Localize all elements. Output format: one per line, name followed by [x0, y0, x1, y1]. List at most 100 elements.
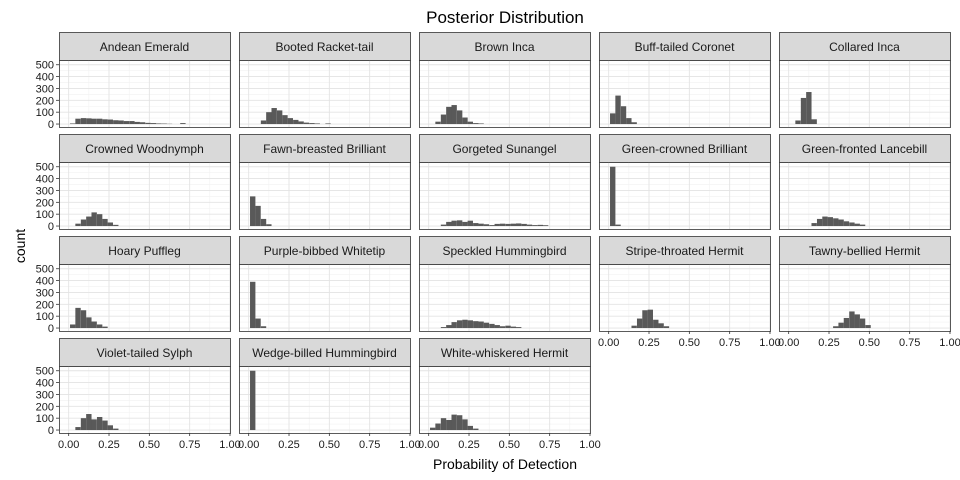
strip-label-green-crowned-brilliant: Green-crowned Brilliant — [622, 142, 748, 156]
panel-border-tawny-bellied-hermit — [779, 264, 951, 332]
histogram-bar — [80, 118, 87, 125]
histogram-bar — [478, 223, 484, 227]
histogram-bar — [462, 221, 468, 227]
x-tick-label: 0.00 — [418, 439, 439, 451]
panel-border-collared-inca — [779, 60, 951, 128]
histogram-bar — [150, 123, 157, 125]
histogram-bar — [440, 327, 447, 329]
histogram-bar — [75, 427, 81, 431]
histogram-bar — [156, 123, 162, 125]
histogram-bar — [446, 325, 452, 329]
panel-border-green-fronted-lancebill — [779, 162, 951, 230]
histogram-bar — [276, 110, 283, 125]
histogram-bar — [86, 118, 92, 125]
histogram-bar — [456, 320, 463, 329]
histogram-bar — [123, 121, 130, 125]
histogram-bar — [647, 309, 653, 329]
histogram-bar — [75, 223, 81, 227]
histogram-bar — [435, 121, 441, 125]
facet-gorgeted-sunangel: Gorgeted Sunangel — [419, 134, 591, 230]
histogram-bar — [658, 323, 664, 329]
histogram-bar — [107, 119, 113, 125]
histogram-bar — [510, 223, 517, 227]
y-tick-label: 500 — [36, 366, 54, 378]
histogram-bar — [610, 166, 616, 227]
histogram-bar — [145, 122, 151, 125]
y-tick-label: 100 — [36, 107, 54, 119]
histogram-bar — [430, 427, 436, 431]
histogram-bar — [833, 326, 839, 329]
facet-wedge-billed-hummingbird: Wedge-billed Hummingbird — [239, 338, 411, 434]
histogram-bar — [489, 323, 495, 329]
histogram-bar — [800, 97, 807, 125]
panel-border-hoary-puffleg — [59, 264, 231, 332]
facet-purple-bibbed-whitetip: Purple-bibbed Whitetip — [239, 236, 411, 332]
strip-label-wedge-billed-hummingbird: Wedge-billed Hummingbird — [252, 346, 397, 360]
facet-crowned-woodnymph: Crowned Woodnymph — [59, 134, 231, 230]
histogram-bar — [626, 118, 632, 125]
x-tick-label: 0.75 — [539, 439, 560, 451]
histogram-bar — [494, 223, 500, 227]
x-tick-label: 0.00 — [238, 439, 259, 451]
histogram-bar — [467, 220, 473, 227]
histogram-bar — [91, 212, 97, 227]
histogram-bar — [653, 319, 659, 329]
histogram-bar — [827, 217, 833, 227]
histogram-bar — [91, 118, 97, 125]
x-tick-label: 0.25 — [818, 337, 839, 349]
x-tick-label: 0.75 — [719, 337, 740, 349]
strip-violet-tailed-sylph — [59, 338, 231, 367]
strip-crowned-woodnymph — [59, 134, 231, 163]
y-tick-label: 200 — [36, 299, 54, 311]
histogram-bar — [854, 223, 860, 227]
histogram-bar — [451, 220, 457, 227]
strip-white-whiskered-hermit — [419, 338, 591, 367]
histogram-bar — [642, 310, 648, 329]
histogram-bar — [636, 318, 643, 329]
panel-bg-green-fronted-lancebill — [779, 162, 951, 230]
histogram-bar — [96, 214, 103, 227]
histogram-bar — [303, 122, 310, 125]
histogram-bar — [102, 218, 108, 227]
strip-collared-inca — [779, 32, 951, 61]
panel-border-buff-tailed-coronet — [599, 60, 771, 128]
y-tick-label: 100 — [36, 311, 54, 323]
y-tick-label: 300 — [36, 185, 54, 197]
x-tick-label: 0.25 — [98, 439, 119, 451]
histogram-bar — [620, 106, 627, 125]
histogram-bar — [113, 120, 119, 125]
y-tick-label: 100 — [36, 413, 54, 425]
histogram-bar — [456, 415, 463, 431]
y-tick-label: 200 — [36, 197, 54, 209]
histogram-bar — [811, 223, 817, 227]
y-tick-label: 500 — [36, 264, 54, 276]
histogram-bar — [467, 121, 473, 125]
histogram-bar — [849, 311, 855, 329]
y-tick-label: 400 — [36, 378, 54, 390]
histogram-bar — [795, 120, 801, 125]
histogram-bar — [532, 225, 538, 227]
panel-border-crowned-woodnymph — [59, 162, 231, 230]
panel-border-white-whiskered-hermit — [419, 366, 591, 434]
strip-tawny-bellied-hermit — [779, 236, 951, 265]
histogram-bar — [86, 317, 92, 329]
histogram-bar — [510, 326, 517, 329]
facet-andean-emerald: Andean Emerald — [59, 32, 231, 128]
strip-wedge-billed-hummingbird — [239, 338, 411, 367]
strip-label-purple-bibbed-whitetip: Purple-bibbed Whitetip — [264, 244, 386, 258]
strip-brown-inca — [419, 32, 591, 61]
histogram-bar — [859, 224, 866, 227]
panel-bg-buff-tailed-coronet — [599, 60, 771, 128]
histogram-bar — [615, 95, 621, 125]
histogram-bar — [440, 224, 447, 227]
panel-border-booted-racket-tail — [239, 60, 411, 128]
facet-green-fronted-lancebill: Green-fronted Lancebill — [779, 134, 951, 230]
histogram-bar — [446, 419, 452, 431]
histogram-bar — [80, 310, 87, 329]
strip-buff-tailed-coronet — [599, 32, 771, 61]
histogram-bar — [70, 324, 76, 329]
strip-stripe-throated-hermit — [599, 236, 771, 265]
strip-green-crowned-brilliant — [599, 134, 771, 163]
panel-border-speckled-hummingbird — [419, 264, 591, 332]
